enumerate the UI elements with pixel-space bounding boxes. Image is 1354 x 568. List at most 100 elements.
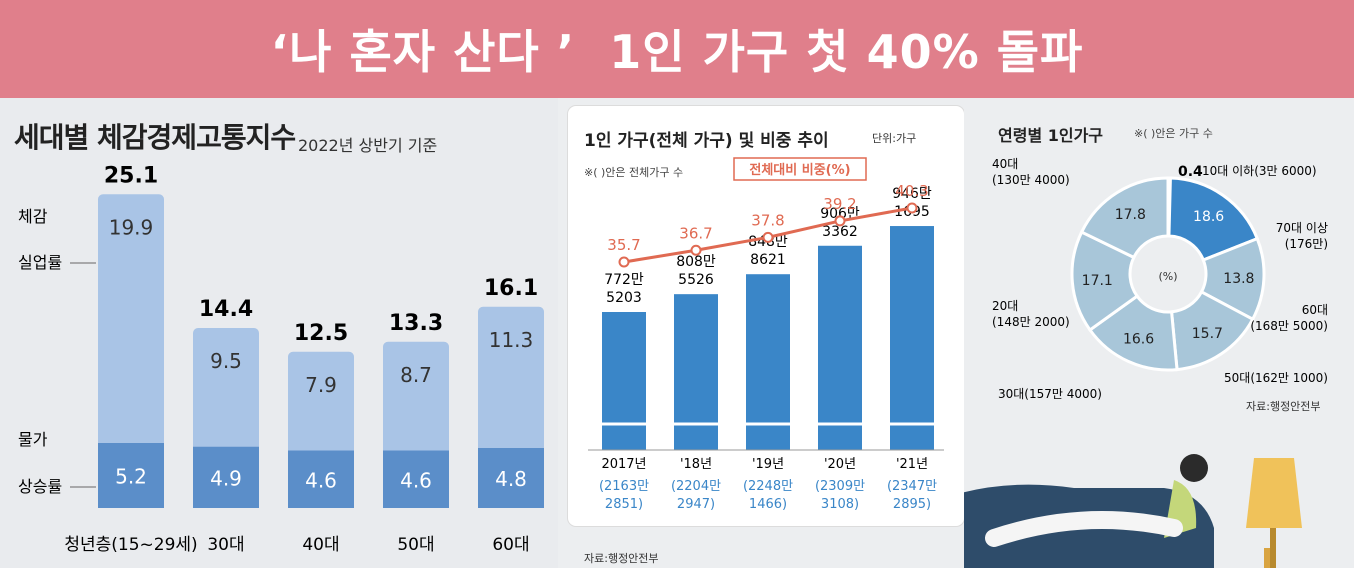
ratio-value-0: 35.7	[607, 236, 640, 254]
household-bar-0	[602, 312, 646, 450]
bar-unemployment-0	[98, 194, 164, 508]
donut-value-6: 13.8	[1223, 271, 1254, 287]
donut-slice-2	[1079, 176, 1170, 260]
total-hh-b-0: 2851)	[605, 497, 643, 512]
slice-count-3: (130만 4000)	[992, 173, 1070, 187]
right-title: 연령별 1인가구	[998, 126, 1104, 145]
bar-label-a-0: 772만	[604, 272, 644, 288]
ratio-value-4: 40.3	[895, 182, 928, 200]
year-label-4: '21년	[896, 457, 928, 472]
slice-count-1: (148만 2000)	[992, 315, 1070, 329]
banner-title: ‘나 혼자 산다 ’ 1인 가구 첫 40% 돌파	[270, 25, 1084, 79]
donut-value-5: 15.7	[1192, 326, 1223, 342]
slice-count-5: (168만 5000)	[1250, 319, 1328, 333]
bar-label-b-2: 8621	[750, 252, 786, 268]
slice-count-6: (176만)	[1285, 237, 1328, 251]
year-label-3: '20년	[824, 457, 856, 472]
total-label-2: 12.5	[294, 321, 348, 346]
bar-price-3	[383, 450, 449, 508]
left-stacked-bar-chart: 체감 실업률 물가 상승률 25.1 19.9 5.2 청년층(15~29세) 14.4…	[18, 163, 544, 555]
category-label-1: 30대	[207, 535, 244, 555]
household-bar-1	[674, 294, 718, 450]
slice-label-5: 60대	[1302, 303, 1328, 317]
unemployment-value-3: 8.7	[400, 363, 432, 387]
year-label-1: '18년	[680, 457, 712, 472]
relaxing-person-illustration	[964, 454, 1302, 568]
ratio-point-2	[762, 231, 774, 243]
bar-label-b-0: 5203	[606, 290, 642, 306]
slice-label-2: 30대(157만 4000)	[998, 387, 1102, 401]
donut-value-4: 16.6	[1123, 332, 1154, 348]
year-label-2: '19년	[752, 457, 784, 472]
price-value-4: 4.8	[495, 467, 527, 491]
total-hh-a-4: (2347만	[887, 479, 937, 494]
donut-value-1: 18.6	[1193, 209, 1224, 225]
category-label-4: 60대	[492, 535, 529, 555]
right-source: 자료:행정안전부	[1246, 400, 1321, 413]
total-label-1: 14.4	[199, 297, 253, 322]
category-label-2: 40대	[302, 535, 339, 555]
generation-pain-index-panel: 세대별 체감경제고통지수 2022년 상반기 기준 체감 실업률 물가 상승률 …	[0, 98, 558, 568]
ratio-value-1: 36.7	[679, 224, 712, 242]
bar-label-b-3: 3362	[822, 224, 858, 240]
bar-label-a-4: 946만	[892, 186, 932, 202]
bar-price-2	[288, 450, 354, 508]
household-bar-3	[818, 245, 862, 450]
slice-label-6: 70대 이상	[1276, 221, 1328, 235]
banner: ‘나 혼자 산다 ’ 1인 가구 첫 40% 돌파	[0, 0, 1354, 98]
total-label-3: 13.3	[389, 311, 443, 336]
total-hh-b-1: 2947)	[677, 497, 715, 512]
donut-slice-1	[1167, 176, 1260, 262]
bar-price-4	[478, 448, 544, 508]
total-hh-a-1: (2204만	[671, 479, 721, 494]
total-hh-b-4: 2895)	[893, 497, 931, 512]
category-label-3: 50대	[397, 535, 434, 555]
mid-bar-line-chart: 전체대비 비중(%) 772만 5203 2017년 (2163만 2851) 808만 5…	[588, 157, 944, 512]
left-title: 세대별 체감경제고통지수	[14, 121, 296, 154]
total-label-4: 16.1	[484, 276, 538, 301]
unemployment-value-0: 19.9	[109, 215, 154, 239]
unemployment-value-2: 7.9	[305, 373, 337, 397]
middle-note: ※( )안은 전체가구 수	[584, 166, 684, 179]
price-value-2: 4.6	[305, 468, 337, 492]
total-hh-a-3: (2309만	[815, 479, 865, 494]
ratio-value-2: 37.8	[751, 211, 784, 229]
slice-label-4: 50대(162만 1000)	[1224, 371, 1328, 385]
label-unemployment-1: 체감	[18, 207, 48, 226]
ratio-label-box	[733, 157, 867, 181]
age-group-panel: 연령별 1인가구 ※( )안은 가구 수 자료:행정안전부 18.6 13.8 15…	[964, 98, 1354, 568]
household-bar-4	[890, 226, 934, 450]
bar-price-0	[98, 443, 164, 508]
middle-unit: 단위:가구	[872, 132, 917, 145]
single-household-trend-panel: 1인 가구(전체 가구) 및 비중 추이 단위:가구 ※( )안은 전체가구 수…	[568, 106, 964, 565]
ratio-point-0	[618, 256, 630, 268]
donut-value-0: 0.4	[1178, 164, 1203, 180]
donut-center-label: (%)	[1158, 270, 1177, 283]
total-hh-b-3: 3108)	[821, 497, 859, 512]
bar-label-a-1: 808만	[676, 254, 716, 270]
age-donut-chart: 18.6 13.8 15.7 16.6 17.1 17.8 0.4 10대 이하(3만 600…	[992, 157, 1328, 401]
year-label-0: 2017년	[601, 457, 646, 472]
ratio-value-3: 39.2	[823, 195, 856, 213]
middle-title: 1인 가구(전체 가구) 및 비중 추이	[584, 131, 829, 151]
bar-price-1	[193, 446, 259, 508]
donut-value-2: 17.8	[1115, 207, 1146, 223]
ratio-point-4	[906, 202, 918, 214]
total-label-0: 25.1	[104, 163, 158, 188]
household-bar-2	[746, 274, 790, 450]
unemployment-value-4: 11.3	[489, 328, 534, 352]
unemployment-value-1: 9.5	[210, 349, 242, 373]
left-subtitle: 2022년 상반기 기준	[298, 136, 438, 155]
right-note: ※( )안은 가구 수	[1134, 127, 1213, 140]
donut-slice-3	[1070, 230, 1140, 333]
category-label-0: 청년층(15~29세)	[64, 535, 197, 555]
price-value-3: 4.6	[400, 468, 432, 492]
total-hh-a-0: (2163만	[599, 479, 649, 494]
price-value-0: 5.2	[115, 465, 147, 489]
label-unemployment-2: 실업률	[18, 253, 62, 272]
ratio-point-3	[834, 215, 846, 227]
label-price-1: 물가	[18, 430, 48, 449]
ratio-point-1	[690, 244, 702, 256]
slice-label-3: 40대	[992, 157, 1018, 171]
ratio-label: 전체대비 비중(%)	[749, 162, 850, 178]
